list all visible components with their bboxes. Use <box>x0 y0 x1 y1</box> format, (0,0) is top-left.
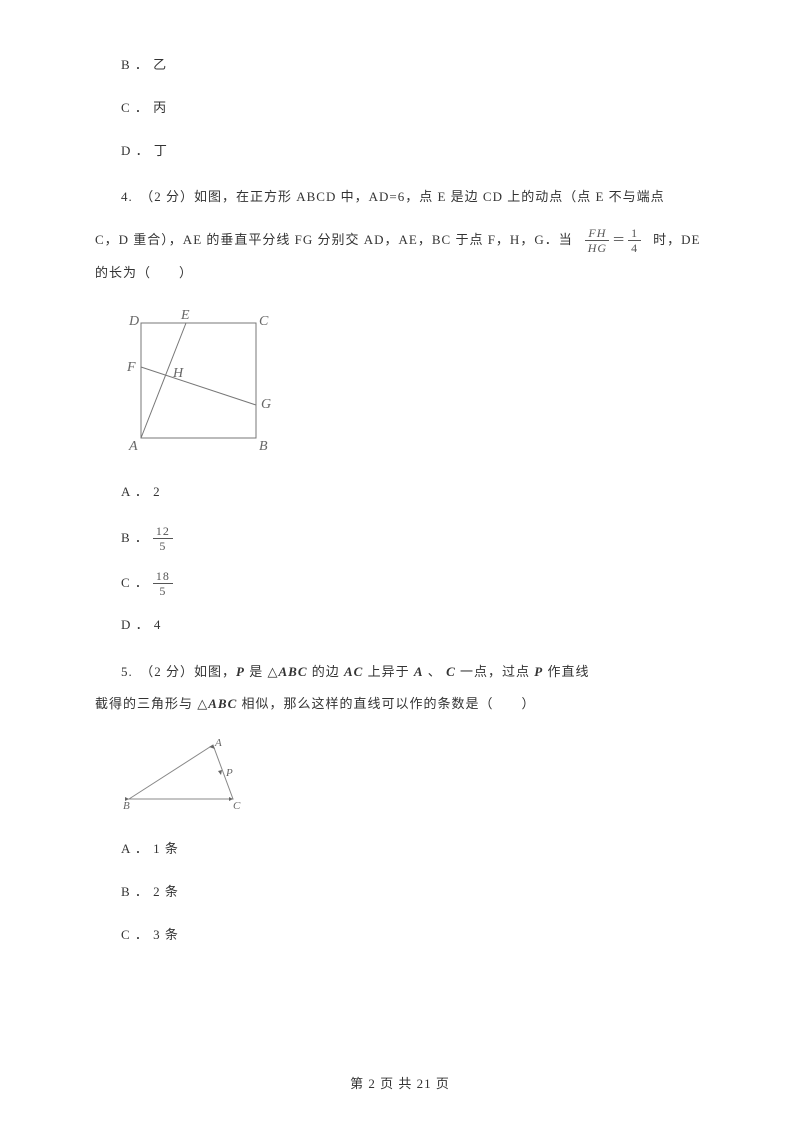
q5-label-C: C <box>233 800 241 812</box>
q5-line2: 截得的三角形与 △ABC 相似，那么这样的直线可以作的条数是（ ） <box>95 690 725 719</box>
q4-line2: C，D 重合），AE 的垂直平分线 FG 分别交 AD，AE，BC 于点 F，H… <box>95 226 725 255</box>
q4-option-b: B ． 12 5 <box>121 525 725 552</box>
label-A: A <box>128 439 138 454</box>
q4-line1: 4. （2 分）如图，在正方形 ABCD 中，AD=6，点 E 是边 CD 上的… <box>95 183 725 212</box>
q4-frac-left: FH HG <box>585 227 610 254</box>
q5-option-a: A ． 1 条 <box>121 839 725 860</box>
q5-label-B: B <box>123 800 130 812</box>
q4-frac-right: 1 4 <box>628 227 641 254</box>
option-b-prev: B ． 乙 <box>121 55 725 76</box>
q5-line1: 5. （2 分）如图，P 是 △ABC 的边 AC 上异于 A 、 C 一点，过… <box>95 658 725 687</box>
option-c-prev: C ． 丙 <box>121 98 725 119</box>
q5-label-A: A <box>214 737 222 749</box>
label-E: E <box>180 308 190 323</box>
q4-option-c: C ． 18 5 <box>121 570 725 597</box>
label-F: F <box>126 360 136 375</box>
q4-figure: D E C F H G A B <box>121 305 725 460</box>
q4-eq: ＝ <box>612 226 626 255</box>
option-d-prev: D ． 丁 <box>121 141 725 162</box>
label-C: C <box>259 314 269 329</box>
q4-line3: 的长为（ ） <box>95 259 725 288</box>
label-G: G <box>261 397 271 412</box>
q4-option-d: D ． 4 <box>121 615 725 636</box>
q5-label-P: P <box>225 767 233 779</box>
q4-option-a: A ． 2 <box>121 482 725 503</box>
label-H: H <box>172 366 184 381</box>
q4-line2-end: 时，DE <box>653 226 700 255</box>
q5-figure: A P B C <box>121 737 725 817</box>
label-D: D <box>128 314 139 329</box>
q5-option-c: C ． 3 条 <box>121 925 725 946</box>
label-B: B <box>259 439 268 454</box>
page-footer: 第 2 页 共 21 页 <box>0 1073 800 1092</box>
q5-option-b: B ． 2 条 <box>121 882 725 903</box>
q4-line2-start: C，D 重合），AE 的垂直平分线 FG 分别交 AD，AE，BC 于点 F，H… <box>95 226 573 255</box>
